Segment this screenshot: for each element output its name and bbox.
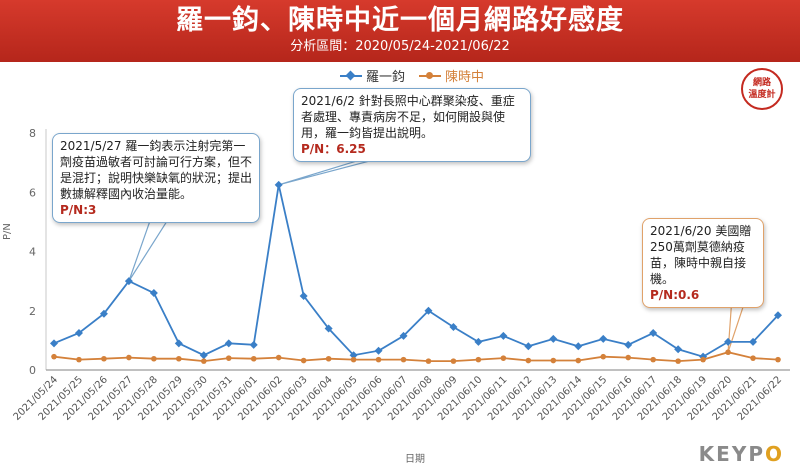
y-tick-label: 0 [29,364,36,377]
series-0-point [774,311,782,320]
series-1-point [126,354,132,361]
chart-header: 羅一鈞、陳時中近一個月網路好感度 分析區間：2020/05/24-2021/06… [0,0,800,62]
series-1-point [176,355,182,362]
callout-0527-pn: P/N:3 [60,203,97,217]
legend-marker-a [340,70,362,81]
series-0-point [274,180,283,189]
series-1-point [250,355,257,362]
series-0-point [349,351,358,360]
series-0-point [50,339,58,348]
series-0-point [449,323,458,332]
series-1-point [101,355,107,362]
legend-label-b: 陳時中 [445,70,485,85]
series-line-1 [53,351,779,363]
series-1-point [725,349,731,356]
series-1-point [275,354,282,361]
series-1-point [51,353,57,360]
series-1-point [550,357,557,364]
series-1-point [575,357,582,364]
legend-entry-b: 陳時中 [419,66,484,85]
series-1-point [700,356,706,363]
series-0-point [324,324,333,333]
series-1-point [600,353,607,360]
callout-0620: 2021/6/20 美國贈250萬劑莫德納疫苗，陳時中親自接機。 P/N:0.6 [642,218,764,308]
series-1-point [200,358,207,364]
series-0-point [374,346,383,355]
series-0-point [424,306,433,315]
callout-0527-pointer [128,217,171,282]
series-1-point [500,355,507,361]
series-1-point [375,356,382,363]
callout-0527: 2021/5/27 羅一鈞表示注射完第一劑疫苗過敏者可討論可行方案，但不是混打；… [52,133,260,223]
callout-0620-pn: P/N:0.6 [650,288,700,302]
series-0-point [749,337,758,346]
series-0-point [74,328,83,337]
series-0-point [674,345,683,354]
callout-0527-text: 2021/5/27 羅一鈞表示注射完第一劑疫苗過敏者可討論可行方案，但不是混打；… [60,139,253,201]
series-1-point [450,358,457,364]
series-0-point [124,277,133,286]
y-tick-label: 6 [29,186,36,199]
y-tick-label: 4 [29,246,36,259]
series-1-point [325,355,332,362]
keypo-logo: KEYPO [698,442,784,466]
legend-label-a: 羅一鈞 [366,70,406,85]
x-axis-label: 日期 [405,454,425,465]
series-0-point [524,342,533,351]
series-0-point [724,337,733,346]
series-1-point [775,356,781,363]
series-1-point [425,358,432,364]
callout-0602-text: 2021/6/2 針對長照中心群聚染疫、重症者處理、專責病房不足，如何開設與使用… [301,94,515,140]
series-0-point [299,291,308,300]
series-1-point [400,356,407,363]
series-0-point [599,334,608,343]
series-1-point [350,356,357,363]
series-1-point [750,355,756,361]
series-0-point [474,337,483,346]
series-0-point [499,331,508,340]
series-1-point [625,354,632,361]
series-1-point [650,356,656,363]
series-0-point [224,339,233,348]
series-line-0 [53,184,779,358]
chart-subtitle: 分析區間：2020/05/24-2021/06/22 [290,39,510,54]
series-1-point [475,356,482,363]
series-1-point [300,357,307,364]
y-tick-label: 2 [29,305,36,318]
legend-entry-a: 羅一鈞 [340,66,405,85]
callout-0602: 2021/6/2 針對長照中心群聚染疫、重症者處理、專責病房不足，如何開設與使用… [293,88,531,162]
series-1-point [525,357,532,364]
series-1-point [76,356,82,363]
series-0-point [249,340,258,349]
series-0-point [574,342,583,351]
series-0-point [174,339,183,348]
callout-0620-text: 2021/6/20 美國贈250萬劑莫德納疫苗，陳時中親自接機。 [650,224,752,286]
chart-title: 羅一鈞、陳時中近一個月網路好感度 [176,5,624,36]
series-0-point [199,351,208,360]
legend-marker-b [419,71,442,81]
legend: 羅一鈞 陳時中 [340,66,484,85]
series-0-point [649,328,658,337]
series-0-point [149,288,158,297]
series-0-point [624,340,633,349]
callout-0602-pn: P/N：6.25 [301,142,366,156]
thermometer-badge-logo: 網路 溫度計 [741,68,783,110]
series-1-point [151,355,157,362]
series-0-point [549,334,558,343]
series-1-point [675,358,681,364]
series-1-point [225,355,232,361]
y-axis-label: P/N [2,223,13,240]
series-0-point [399,331,408,340]
series-0-point [99,309,108,318]
y-tick-label: 8 [29,127,36,140]
